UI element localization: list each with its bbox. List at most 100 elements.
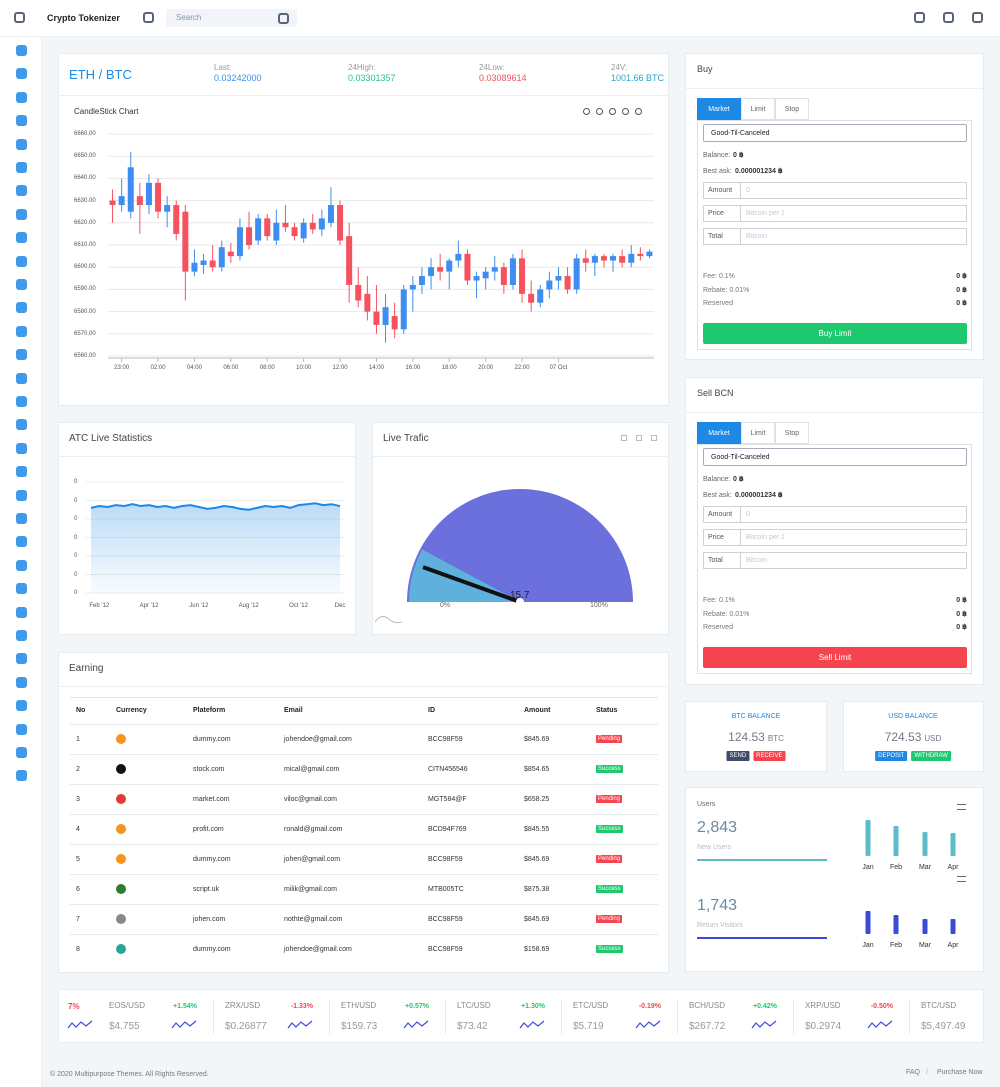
card-title: Buy xyxy=(697,64,713,74)
nav-icon[interactable] xyxy=(16,770,27,782)
nav-icon[interactable] xyxy=(16,489,27,501)
tab[interactable] xyxy=(741,422,775,444)
nav-icon[interactable] xyxy=(16,419,27,431)
search-box[interactable] xyxy=(166,9,297,27)
submit-button[interactable] xyxy=(703,647,967,668)
menu-button[interactable] xyxy=(14,12,25,23)
search-button[interactable] xyxy=(278,13,289,24)
column-header: Amount xyxy=(524,707,551,714)
nav-icon[interactable] xyxy=(16,115,27,127)
balance-button[interactable]: SEND xyxy=(726,751,750,761)
row-rule xyxy=(70,934,658,935)
tab[interactable] xyxy=(697,98,741,120)
stat-label: 24Low: xyxy=(479,63,505,72)
chart-tool[interactable] xyxy=(596,108,603,115)
nav-icon[interactable] xyxy=(16,279,27,290)
nav-icon[interactable] xyxy=(16,162,27,173)
scan-button[interactable] xyxy=(143,12,154,23)
balance-amount: 124.53 xyxy=(728,730,765,744)
settings-button[interactable] xyxy=(972,12,983,23)
nav-icon[interactable] xyxy=(16,536,27,548)
nav-icon[interactable] xyxy=(16,232,27,244)
input-label: Price xyxy=(708,534,724,541)
cell-email: milik@gmail.com xyxy=(284,886,337,893)
nav-icon[interactable] xyxy=(16,630,27,641)
users-label: New Users xyxy=(697,844,732,851)
tab[interactable] xyxy=(741,98,775,120)
input-field[interactable] xyxy=(703,529,967,546)
select[interactable] xyxy=(703,448,967,466)
input-field[interactable] xyxy=(703,205,967,222)
nav-icon[interactable] xyxy=(16,442,27,454)
cell-id: CITN456546 xyxy=(428,766,468,773)
chart-tool[interactable] xyxy=(609,108,616,115)
nav-icon[interactable] xyxy=(16,372,27,384)
user-button[interactable] xyxy=(943,12,954,23)
nav-icon[interactable] xyxy=(16,583,27,595)
card-title: Sell BCN xyxy=(697,388,734,398)
nav-icon[interactable] xyxy=(16,559,27,571)
nav-icon[interactable] xyxy=(16,45,27,56)
input-field[interactable] xyxy=(703,506,967,523)
chart-tool[interactable] xyxy=(635,108,642,115)
currency-icon xyxy=(116,794,126,804)
chart-tool[interactable] xyxy=(622,108,629,115)
footer-link[interactable]: FAQ xyxy=(906,1069,921,1076)
select[interactable] xyxy=(703,124,967,142)
nav-icon[interactable] xyxy=(16,653,27,665)
nav-icon[interactable] xyxy=(16,349,27,361)
x-tick-label: Feb xyxy=(889,942,903,949)
balance-button[interactable]: RECEIVE xyxy=(753,751,786,761)
balance-button[interactable]: DEPOSIT xyxy=(875,751,908,761)
x-tick-label: Feb '12 xyxy=(89,603,110,609)
x-tick-label: 20:00 xyxy=(478,365,494,371)
cell-email: johendoe@gmail.com xyxy=(284,946,352,953)
nav-icon[interactable] xyxy=(16,606,27,618)
cell-email: viloc@gmail.com xyxy=(284,796,338,803)
collapse-button[interactable] xyxy=(636,435,642,441)
nav-icon[interactable] xyxy=(16,255,27,267)
submit-button[interactable] xyxy=(703,323,967,344)
input-field[interactable] xyxy=(703,182,967,199)
footer-link[interactable]: Purchase Now xyxy=(937,1069,983,1076)
nav-icon[interactable] xyxy=(16,208,27,220)
nav-icon[interactable] xyxy=(16,466,27,478)
divider xyxy=(372,456,669,457)
ticker-price: $159.73 xyxy=(341,1021,378,1032)
x-tick-label: 04:00 xyxy=(186,365,202,371)
cell-id: BCC98F59 xyxy=(428,916,463,923)
form-frame xyxy=(697,120,972,350)
ticker-change: +0.42% xyxy=(753,1003,777,1010)
users-label: Return Visitors xyxy=(697,922,743,929)
nav-icon[interactable] xyxy=(16,700,27,712)
input-field[interactable] xyxy=(703,552,967,569)
ticker-pair: ETH/USD xyxy=(341,1001,377,1010)
ticker-change: +0.57% xyxy=(405,1003,429,1010)
input-placeholder: Bitcoin per 1 xyxy=(746,534,785,541)
nav-icon[interactable] xyxy=(16,138,27,150)
nav-icon[interactable] xyxy=(16,302,27,314)
tab[interactable] xyxy=(697,422,741,444)
input-label: Total xyxy=(708,233,723,240)
notification-button[interactable] xyxy=(914,12,925,23)
input-field[interactable] xyxy=(703,228,967,245)
menu-button[interactable] xyxy=(957,876,966,882)
nav-icon[interactable] xyxy=(16,325,27,337)
close-button[interactable] xyxy=(651,435,657,441)
cell-id: BCC98F59 xyxy=(428,856,463,863)
tab[interactable] xyxy=(775,98,809,120)
nav-icon[interactable] xyxy=(16,396,27,407)
nav-icon[interactable] xyxy=(16,676,27,688)
nav-icon[interactable] xyxy=(16,723,27,735)
chart-tool[interactable] xyxy=(583,108,590,115)
balance-button[interactable]: WITHDRAW xyxy=(911,751,951,761)
nav-icon[interactable] xyxy=(16,185,27,197)
expand-button[interactable] xyxy=(621,435,627,441)
nav-icon[interactable] xyxy=(16,513,27,524)
nav-icon[interactable] xyxy=(16,747,27,758)
nav-icon[interactable] xyxy=(16,68,27,80)
input-placeholder: 0 xyxy=(746,511,750,518)
tab[interactable] xyxy=(775,422,809,444)
nav-icon[interactable] xyxy=(16,91,27,103)
menu-button[interactable] xyxy=(957,804,966,810)
